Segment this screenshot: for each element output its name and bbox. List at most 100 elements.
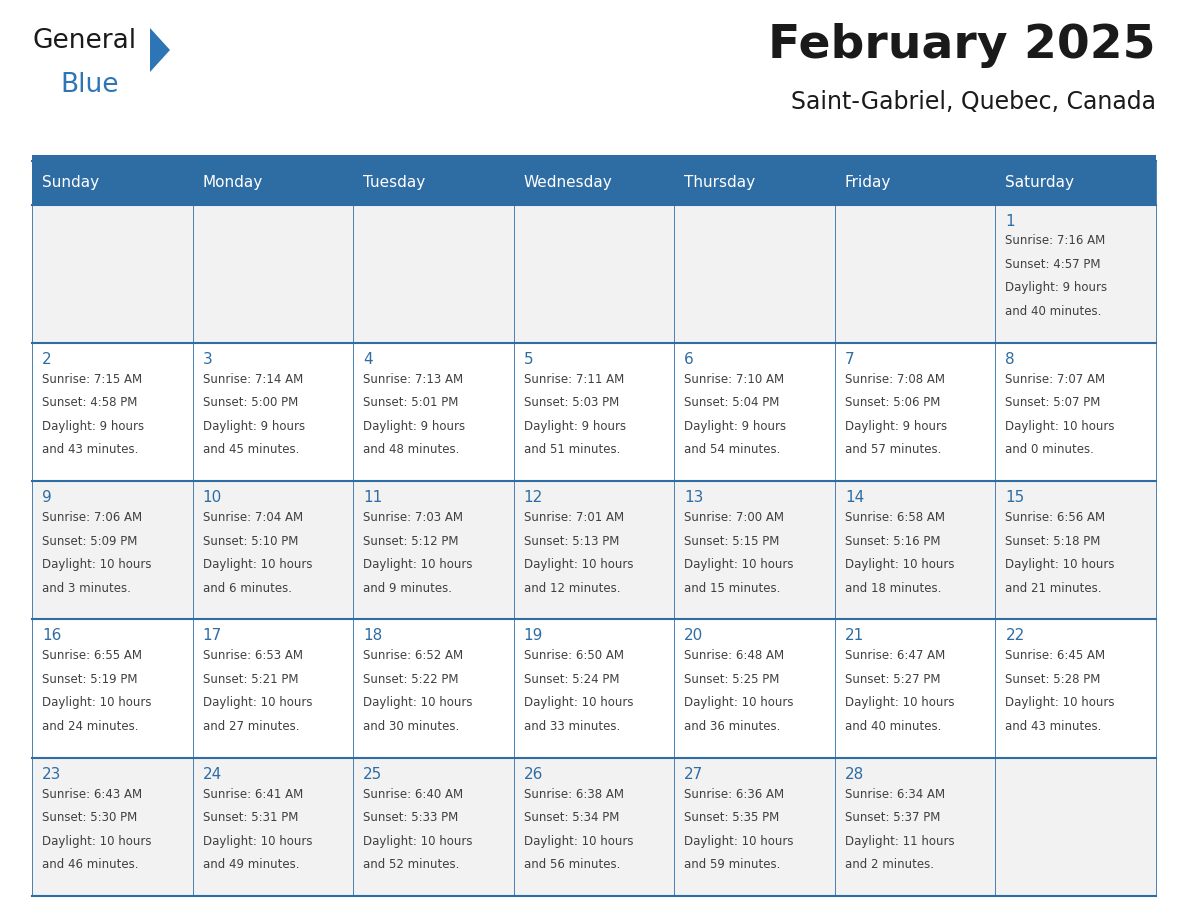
Text: General: General [32, 28, 137, 54]
Text: Sunrise: 7:10 AM: Sunrise: 7:10 AM [684, 373, 784, 386]
Text: Sunset: 5:25 PM: Sunset: 5:25 PM [684, 673, 779, 686]
Text: Sunrise: 7:11 AM: Sunrise: 7:11 AM [524, 373, 624, 386]
Text: Daylight: 10 hours: Daylight: 10 hours [684, 558, 794, 571]
Text: and 56 minutes.: and 56 minutes. [524, 858, 620, 871]
Text: 2: 2 [42, 352, 51, 367]
Text: Daylight: 9 hours: Daylight: 9 hours [684, 420, 786, 432]
Text: 1: 1 [1005, 214, 1015, 229]
Text: Sunset: 5:22 PM: Sunset: 5:22 PM [364, 673, 459, 686]
Text: Daylight: 10 hours: Daylight: 10 hours [203, 558, 312, 571]
Text: and 6 minutes.: and 6 minutes. [203, 582, 291, 595]
Text: Wednesday: Wednesday [524, 175, 613, 190]
Text: and 57 minutes.: and 57 minutes. [845, 443, 941, 456]
Text: Daylight: 9 hours: Daylight: 9 hours [42, 420, 144, 432]
Bar [835, 481, 996, 620]
Text: Daylight: 10 hours: Daylight: 10 hours [42, 697, 152, 710]
Text: Sunrise: 6:50 AM: Sunrise: 6:50 AM [524, 649, 624, 663]
Bar [192, 161, 353, 205]
Bar [675, 205, 835, 342]
Text: Sunset: 5:28 PM: Sunset: 5:28 PM [1005, 673, 1101, 686]
Polygon shape [150, 28, 170, 72]
Bar [675, 620, 835, 757]
Text: 15: 15 [1005, 490, 1025, 505]
Bar [835, 161, 996, 205]
Text: and 40 minutes.: and 40 minutes. [845, 720, 941, 733]
Text: and 0 minutes.: and 0 minutes. [1005, 443, 1094, 456]
Text: Sunset: 5:24 PM: Sunset: 5:24 PM [524, 673, 619, 686]
Text: Saint-Gabriel, Quebec, Canada: Saint-Gabriel, Quebec, Canada [791, 90, 1156, 114]
Text: Sunset: 5:12 PM: Sunset: 5:12 PM [364, 534, 459, 548]
Bar [996, 342, 1156, 481]
Bar [996, 620, 1156, 757]
Text: Sunset: 4:57 PM: Sunset: 4:57 PM [1005, 258, 1101, 271]
Text: and 51 minutes.: and 51 minutes. [524, 443, 620, 456]
Text: Daylight: 10 hours: Daylight: 10 hours [524, 697, 633, 710]
Text: and 30 minutes.: and 30 minutes. [364, 720, 460, 733]
Text: Daylight: 9 hours: Daylight: 9 hours [203, 420, 304, 432]
Text: 4: 4 [364, 352, 373, 367]
Text: Sunrise: 6:40 AM: Sunrise: 6:40 AM [364, 788, 463, 800]
Text: Sunrise: 6:47 AM: Sunrise: 6:47 AM [845, 649, 946, 663]
Text: Sunset: 5:07 PM: Sunset: 5:07 PM [1005, 397, 1101, 409]
Text: Sunset: 5:04 PM: Sunset: 5:04 PM [684, 397, 779, 409]
Text: February 2025: February 2025 [769, 23, 1156, 68]
Text: 17: 17 [203, 629, 222, 644]
Text: Daylight: 10 hours: Daylight: 10 hours [524, 834, 633, 847]
Text: Friday: Friday [845, 175, 891, 190]
Text: Sunset: 5:31 PM: Sunset: 5:31 PM [203, 812, 298, 824]
Text: 10: 10 [203, 490, 222, 505]
Text: Daylight: 10 hours: Daylight: 10 hours [364, 834, 473, 847]
Text: Tuesday: Tuesday [364, 175, 425, 190]
Text: Sunset: 5:01 PM: Sunset: 5:01 PM [364, 397, 459, 409]
Text: Daylight: 10 hours: Daylight: 10 hours [364, 558, 473, 571]
Bar [835, 757, 996, 896]
Text: 27: 27 [684, 767, 703, 782]
Text: and 43 minutes.: and 43 minutes. [1005, 720, 1101, 733]
Bar [32, 481, 192, 620]
Text: Sunset: 5:09 PM: Sunset: 5:09 PM [42, 534, 138, 548]
Bar [353, 161, 513, 205]
Text: Daylight: 10 hours: Daylight: 10 hours [1005, 558, 1114, 571]
Text: Sunrise: 6:55 AM: Sunrise: 6:55 AM [42, 649, 143, 663]
Text: Sunrise: 7:15 AM: Sunrise: 7:15 AM [42, 373, 143, 386]
Bar [996, 757, 1156, 896]
Text: and 24 minutes.: and 24 minutes. [42, 720, 139, 733]
Bar [835, 620, 996, 757]
Bar [353, 342, 513, 481]
Text: Sunset: 5:37 PM: Sunset: 5:37 PM [845, 812, 940, 824]
Text: Sunrise: 7:14 AM: Sunrise: 7:14 AM [203, 373, 303, 386]
Text: 21: 21 [845, 629, 864, 644]
Text: Daylight: 10 hours: Daylight: 10 hours [1005, 697, 1114, 710]
Bar [192, 620, 353, 757]
Text: Sunrise: 7:16 AM: Sunrise: 7:16 AM [1005, 234, 1106, 248]
Text: Daylight: 10 hours: Daylight: 10 hours [364, 697, 473, 710]
Bar [353, 620, 513, 757]
Text: 20: 20 [684, 629, 703, 644]
Bar [353, 757, 513, 896]
Text: 25: 25 [364, 767, 383, 782]
Bar [996, 161, 1156, 205]
Text: Daylight: 9 hours: Daylight: 9 hours [845, 420, 947, 432]
Text: Sunset: 5:18 PM: Sunset: 5:18 PM [1005, 534, 1101, 548]
Text: 22: 22 [1005, 629, 1025, 644]
Text: Sunrise: 7:13 AM: Sunrise: 7:13 AM [364, 373, 463, 386]
Bar [996, 481, 1156, 620]
Text: Sunday: Sunday [42, 175, 99, 190]
Bar [513, 342, 675, 481]
Text: and 3 minutes.: and 3 minutes. [42, 582, 131, 595]
Text: 24: 24 [203, 767, 222, 782]
Bar [675, 161, 835, 205]
Text: and 9 minutes.: and 9 minutes. [364, 582, 453, 595]
Text: Saturday: Saturday [1005, 175, 1074, 190]
Text: Daylight: 10 hours: Daylight: 10 hours [203, 697, 312, 710]
Text: Sunset: 5:34 PM: Sunset: 5:34 PM [524, 812, 619, 824]
Text: 13: 13 [684, 490, 703, 505]
Text: Sunset: 4:58 PM: Sunset: 4:58 PM [42, 397, 138, 409]
Text: Sunset: 5:16 PM: Sunset: 5:16 PM [845, 534, 941, 548]
Bar [513, 161, 675, 205]
Bar [192, 757, 353, 896]
Text: Sunset: 5:00 PM: Sunset: 5:00 PM [203, 397, 298, 409]
Text: and 52 minutes.: and 52 minutes. [364, 858, 460, 871]
Text: Sunrise: 7:00 AM: Sunrise: 7:00 AM [684, 511, 784, 524]
Text: Sunrise: 6:36 AM: Sunrise: 6:36 AM [684, 788, 784, 800]
